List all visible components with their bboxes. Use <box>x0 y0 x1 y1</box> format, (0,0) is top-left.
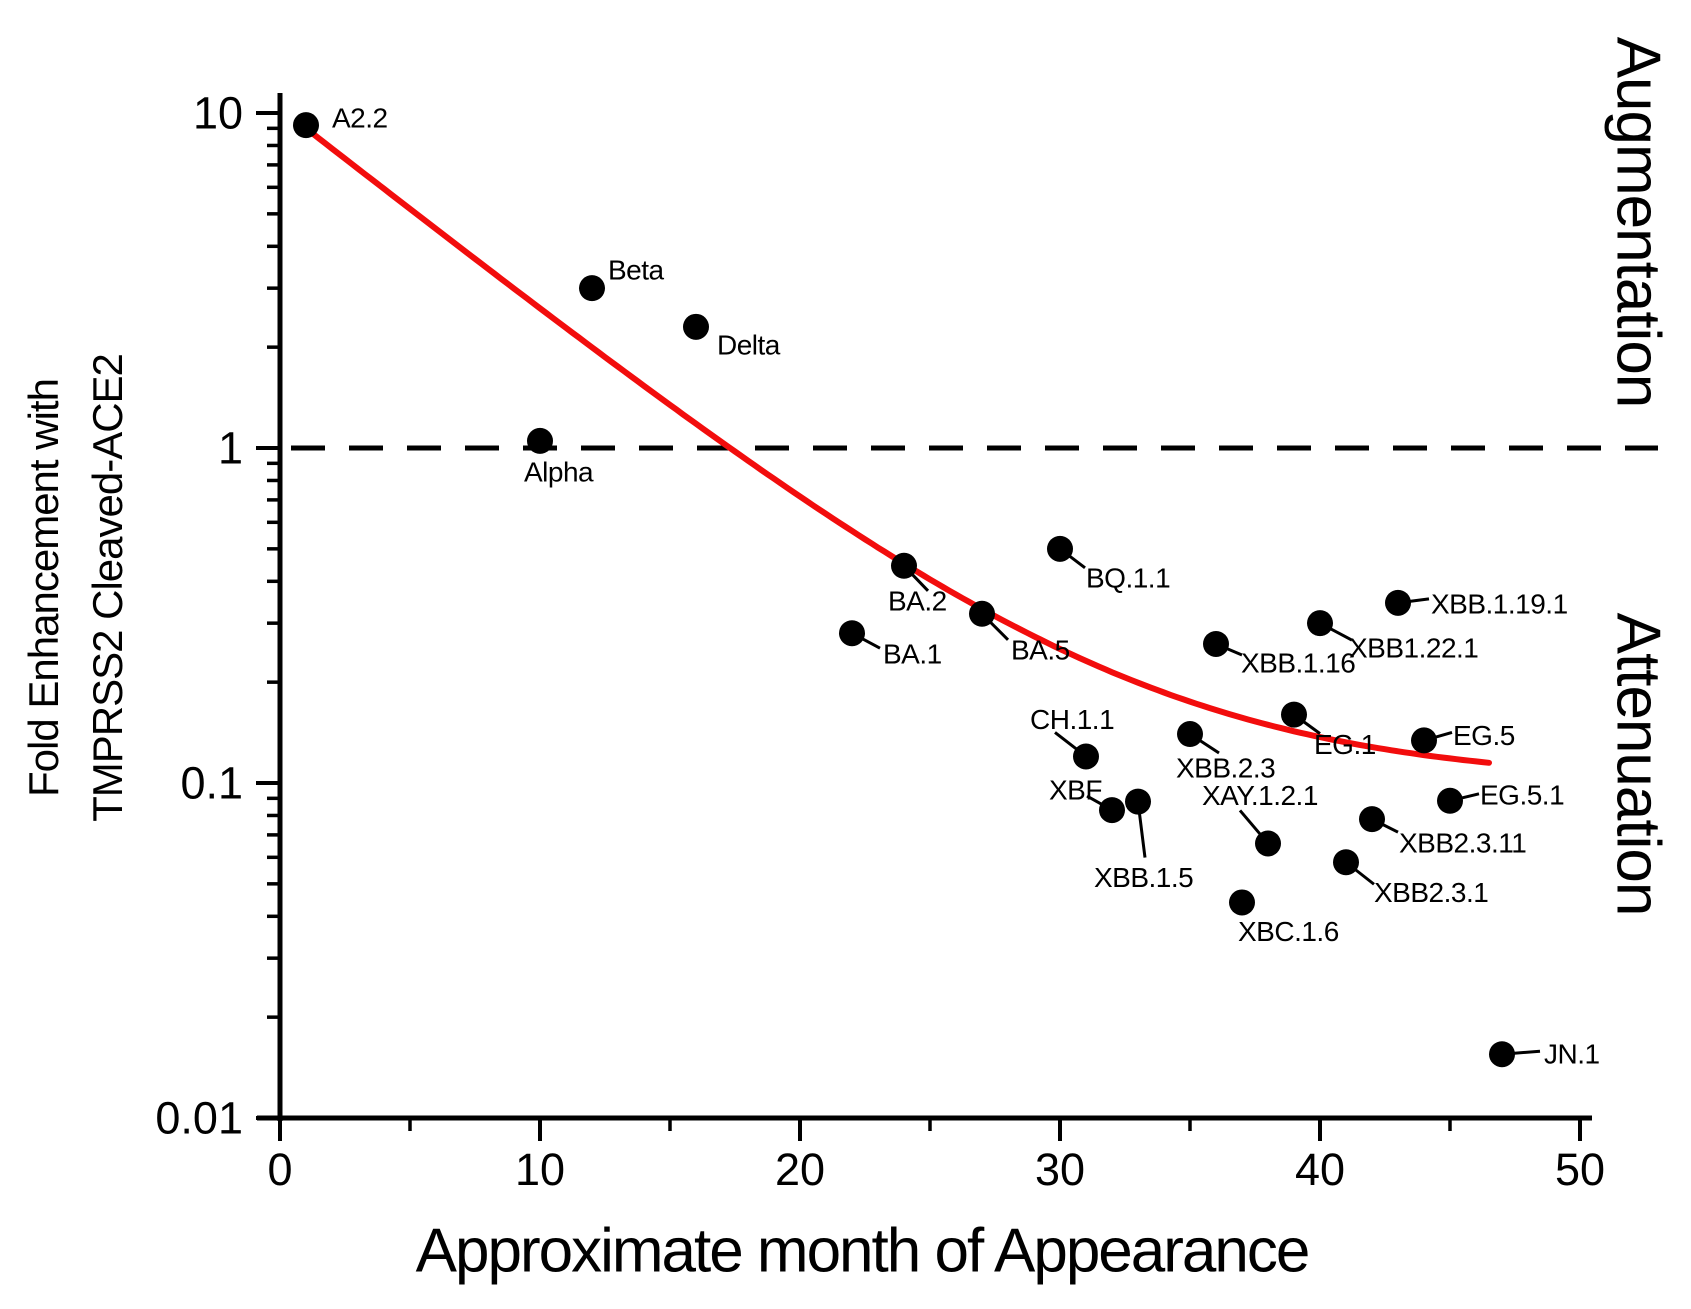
x-axis-title: Approximate month of Appearance <box>415 1216 1311 1286</box>
point-label-EG.5.1: EG.5.1 <box>1480 779 1564 810</box>
data-point-JN.1 <box>1489 1041 1515 1068</box>
point-label-XBC.1.6: XBC.1.6 <box>1238 916 1339 947</box>
data-point-BQ.1.1 <box>1047 535 1073 562</box>
x-tick-label: 30 <box>1035 1144 1085 1195</box>
data-point-XBB2.3.1 <box>1333 849 1359 876</box>
point-label-XBB2.3.11: XBB2.3.11 <box>1399 828 1526 859</box>
data-point-BA.1 <box>839 620 865 647</box>
x-tick-label: 0 <box>267 1144 292 1195</box>
point-label-XBB2.3.1: XBB2.3.1 <box>1374 877 1488 908</box>
point-label-BA.2: BA.2 <box>888 585 947 616</box>
data-point-XBB.1.5 <box>1125 788 1151 815</box>
point-label-XBB1.22.1: XBB1.22.1 <box>1349 633 1478 664</box>
y-axis-title-line2: TMPRSS2 Cleaved-ACE2 <box>84 354 131 822</box>
point-label-XBF: XBF <box>1049 775 1102 806</box>
x-tick-label: 10 <box>515 1144 565 1195</box>
x-tick-label: 20 <box>775 1144 825 1195</box>
data-point-BA.2 <box>891 552 917 579</box>
data-point-XBB.2.3 <box>1177 721 1203 748</box>
augmentation-label: Augmentation <box>1603 36 1673 408</box>
y-tick-label: 0.1 <box>180 758 243 809</box>
y-tick-label: 1 <box>218 423 243 474</box>
data-point-A2.2 <box>293 112 319 139</box>
point-label-XAY.1.2.1: XAY.1.2.1 <box>1202 780 1318 811</box>
y-axis-title-line1: Fold Enhancement with <box>20 379 67 797</box>
y-tick-label: 10 <box>193 88 243 139</box>
point-label-BA.5: BA.5 <box>1011 634 1070 665</box>
point-label-CH.1.1: CH.1.1 <box>1030 704 1114 735</box>
point-label-BA.1: BA.1 <box>883 639 942 670</box>
point-label-Alpha: Alpha <box>524 456 594 487</box>
data-point-Delta <box>683 313 709 340</box>
data-point-CH.1.1 <box>1073 743 1099 770</box>
point-label-A2.2: A2.2 <box>332 103 388 134</box>
point-label-XBB.1.19.1: XBB.1.19.1 <box>1431 588 1568 619</box>
y-axis-title: Fold Enhancement with TMPRSS2 Cleaved-AC… <box>12 354 140 822</box>
point-label-Delta: Delta <box>717 329 781 360</box>
data-point-XBB1.22.1 <box>1307 610 1333 637</box>
data-point-XBB2.3.11 <box>1359 806 1385 833</box>
x-tick-label: 40 <box>1295 1144 1345 1195</box>
point-label-EG.5: EG.5 <box>1453 720 1515 751</box>
data-point-XBB.1.16 <box>1203 630 1229 657</box>
data-point-Beta <box>579 275 605 302</box>
data-point-XBB.1.19.1 <box>1385 589 1411 616</box>
data-point-Alpha <box>527 427 553 454</box>
data-point-XBC.1.6 <box>1229 889 1255 916</box>
point-label-XBB.1.16: XBB.1.16 <box>1241 647 1355 678</box>
data-point-XBF <box>1099 797 1125 824</box>
point-label-JN.1: JN.1 <box>1544 1039 1600 1070</box>
data-point-BA.5 <box>969 600 995 627</box>
point-label-BQ.1.1: BQ.1.1 <box>1086 562 1170 593</box>
point-label-XBB.1.5: XBB.1.5 <box>1094 862 1193 893</box>
y-tick-label: 0.01 <box>155 1093 243 1144</box>
x-tick-label: 50 <box>1555 1144 1605 1195</box>
data-point-XAY.1.2.1 <box>1255 830 1281 857</box>
attenuation-label: Attenuation <box>1603 612 1673 916</box>
point-label-Beta: Beta <box>608 255 665 286</box>
data-point-EG.1 <box>1281 701 1307 728</box>
point-label-XBB.2.3: XBB.2.3 <box>1176 753 1275 784</box>
point-label-EG.1: EG.1 <box>1314 729 1376 760</box>
data-point-EG.5 <box>1411 727 1437 754</box>
data-point-EG.5.1 <box>1437 787 1463 814</box>
